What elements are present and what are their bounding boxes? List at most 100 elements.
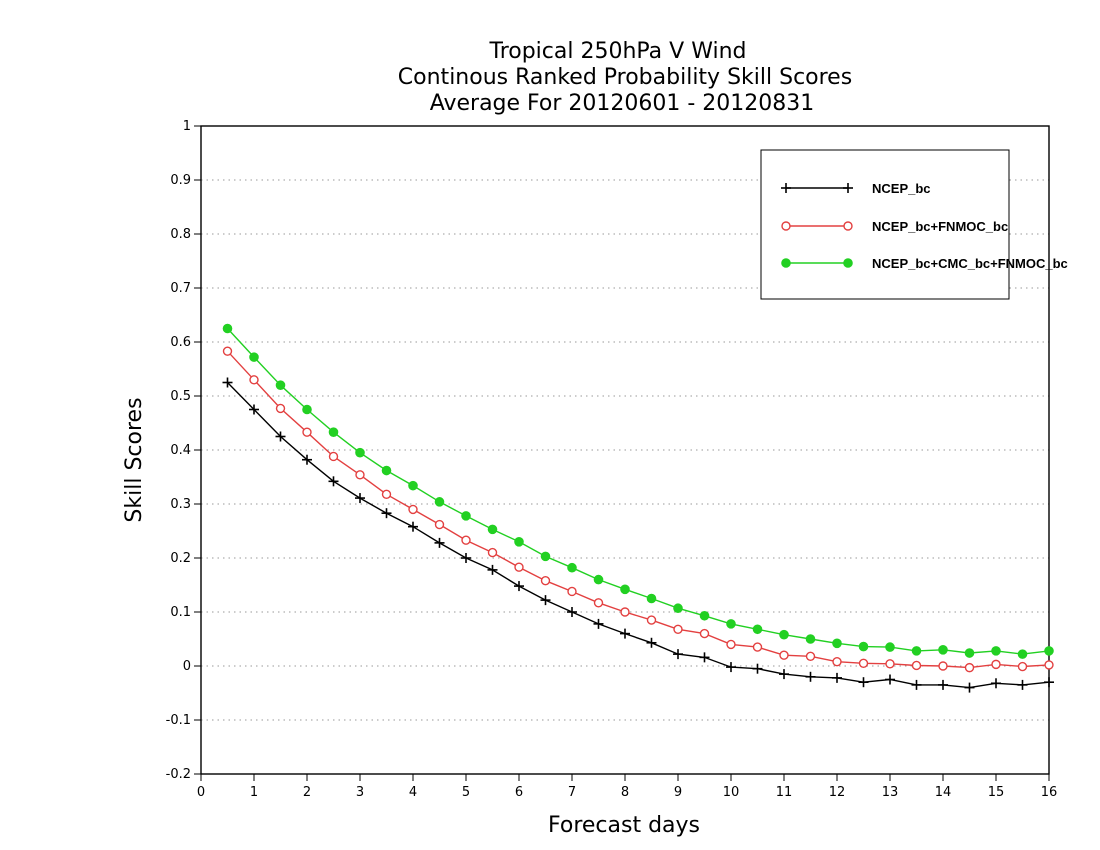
data-point	[275, 403, 286, 414]
y-tick-label: -0.2	[166, 767, 191, 782]
y-tick-label: 0.9	[170, 173, 191, 188]
data-point	[964, 682, 975, 693]
data-point	[593, 574, 604, 585]
data-point	[832, 656, 842, 667]
data-point	[646, 615, 657, 625]
series-line	[226, 328, 1050, 655]
data-point	[514, 562, 524, 572]
data-point	[593, 618, 604, 629]
data-point	[1044, 677, 1054, 688]
data-point	[752, 663, 763, 674]
data-point	[434, 519, 445, 530]
data-point	[408, 480, 418, 491]
data-point	[249, 404, 259, 415]
x-tick-label: 15	[988, 785, 1005, 800]
data-point	[938, 661, 948, 671]
x-tick-label: 13	[882, 785, 899, 800]
data-point	[381, 508, 392, 519]
data-point	[434, 497, 445, 507]
series-line	[227, 382, 1050, 689]
data-point	[938, 645, 948, 655]
data-point	[249, 375, 259, 385]
data-point	[355, 470, 365, 480]
data-point	[1044, 660, 1054, 670]
series-line	[226, 350, 1050, 669]
data-point	[911, 679, 922, 690]
x-tick-label: 10	[723, 785, 740, 800]
data-point	[302, 454, 312, 465]
legend-swatch-marker	[781, 258, 791, 268]
data-point	[673, 624, 683, 634]
data-point	[540, 551, 551, 562]
data-point	[461, 511, 471, 521]
y-tick-label: 0.4	[170, 443, 191, 458]
data-point	[381, 465, 392, 476]
x-tick-label: 5	[462, 785, 470, 800]
data-point	[381, 489, 392, 499]
legend-entry: NCEP_bc	[781, 181, 931, 196]
data-point	[222, 346, 233, 356]
data-point	[487, 564, 498, 575]
data-point	[699, 652, 710, 663]
legend-swatch-marker	[843, 183, 853, 193]
data-point	[1017, 649, 1028, 659]
data-point	[461, 535, 471, 545]
data-point	[275, 380, 286, 391]
y-tick-label: 0.3	[170, 497, 191, 512]
data-point	[964, 662, 975, 673]
y-tick-label: 0.7	[170, 281, 191, 296]
data-point	[752, 642, 763, 652]
data-point	[752, 624, 763, 635]
data-point	[275, 431, 286, 442]
data-point	[646, 637, 657, 648]
data-point	[858, 677, 869, 688]
data-point	[699, 610, 710, 621]
data-point	[991, 678, 1001, 689]
data-point	[699, 628, 710, 639]
data-point	[673, 649, 683, 660]
data-point	[222, 323, 233, 334]
data-point	[726, 662, 736, 673]
x-tick-label: 8	[621, 785, 629, 800]
data-point	[991, 646, 1001, 656]
legend-entry: NCEP_bc+CMC_bc+FNMOC_bc	[781, 256, 1068, 271]
legend-label: NCEP_bc+CMC_bc+FNMOC_bc	[872, 256, 1068, 271]
data-point	[355, 493, 365, 504]
x-tick-label: 11	[776, 785, 793, 800]
data-point	[355, 447, 365, 458]
y-tick-label: 0.5	[170, 389, 191, 404]
data-point	[487, 524, 498, 535]
chart-title: Tropical 250hPa V Wind Continous Ranked …	[398, 39, 852, 116]
data-point	[858, 658, 869, 668]
data-point	[567, 562, 577, 573]
data-point	[779, 650, 789, 660]
y-tick-label: 0.8	[170, 227, 191, 242]
x-tick-label: 16	[1041, 785, 1058, 800]
data-point	[964, 648, 975, 658]
data-point	[1017, 679, 1028, 690]
x-tick-label: 6	[515, 785, 523, 800]
data-point	[885, 659, 895, 669]
legend-swatch-marker	[781, 183, 791, 193]
data-point	[328, 476, 339, 487]
x-axis-label: Forecast days	[548, 813, 700, 838]
data-point	[567, 607, 577, 617]
title-line-3: Average For 20120601 - 20120831	[430, 91, 815, 116]
y-axis-label: Skill Scores	[122, 397, 147, 522]
data-point	[938, 679, 948, 690]
series-layer	[222, 323, 1054, 693]
y-tick-label: 0	[183, 659, 191, 674]
x-tick-label: 14	[935, 785, 952, 800]
legend-label: NCEP_bc	[872, 181, 931, 196]
axis-ticks: -0.2-0.100.10.20.30.40.50.60.70.80.910 1 2…	[166, 119, 1058, 800]
data-point	[567, 586, 577, 597]
data-point	[514, 581, 524, 592]
data-point	[620, 628, 630, 639]
data-point	[540, 595, 551, 606]
data-point	[620, 607, 630, 617]
legend-swatch-marker	[781, 221, 791, 231]
data-point	[1044, 646, 1054, 656]
x-tick-label: 4	[409, 785, 417, 800]
data-point	[832, 638, 842, 649]
